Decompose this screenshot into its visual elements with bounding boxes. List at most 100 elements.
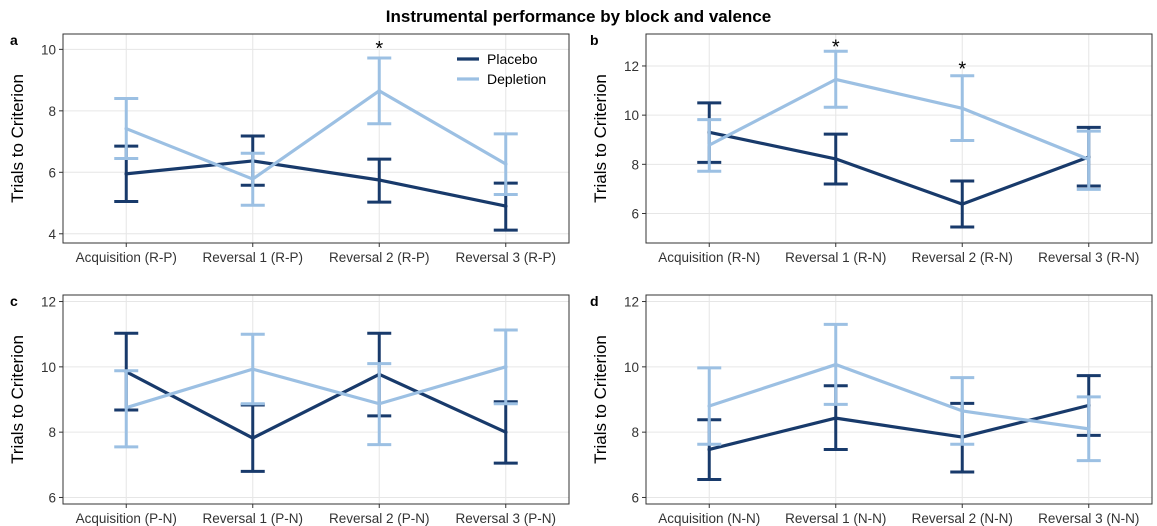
series-line [125,365,507,410]
x-tick-label: Acquisition (R-N) [658,250,760,265]
series-placebo [697,101,1101,229]
y-tick-label: 10 [624,108,639,123]
data-point [833,362,838,367]
panel-a: 4 6 8 10 Acquisition (R-P) Reversal 1 (R-P) Re… [8,32,570,265]
legend-item-placebo: Placebo [457,51,538,67]
error-bar [697,118,722,173]
series-line [125,370,507,440]
series-depletion [697,322,1101,463]
error-bar [950,74,975,142]
error-bar [367,56,392,126]
plot-frame [62,294,570,505]
panel-b: 6 8 10 12 Acquisition (R-N) Reversal 1 (R-N) R… [590,32,1153,265]
x-tick-label: Acquisition (P-N) [76,511,177,526]
figure-title: Instrumental performance by block and va… [386,7,771,26]
y-tick-label: 12 [624,59,639,74]
series-line [708,403,1090,452]
panel-c: 6 8 10 12 Acquisition (P-N) Reversal 1 (P-N) R… [8,293,570,526]
panel-d: 6 8 10 12 Acquisition (N-N) Reversal 1 (N-N) R… [590,293,1153,526]
series-placebo [114,331,518,473]
plot-frame [645,294,1153,505]
y-tick-label: 10 [624,360,639,375]
significance-star: * [832,36,840,58]
y-tick-label: 6 [631,206,639,221]
error-bar [240,332,265,406]
data-point [833,416,838,420]
x-tick-label: Reversal 1 (P-N) [202,511,303,526]
data-point [124,172,129,176]
data-point [503,365,508,369]
series-placebo [114,134,518,232]
x-tick-label: Reversal 2 (R-N) [912,250,1013,265]
x-tick-label: Reversal 2 (N-N) [912,511,1013,526]
y-tick-label: 6 [48,490,56,505]
error-bar [493,328,518,406]
error-bar [1076,129,1101,191]
error-bar [114,97,139,160]
x-tick-label: Reversal 1 (R-N) [785,250,886,265]
data-point [377,89,382,93]
data-point [250,436,255,440]
legend-label: Placebo [487,51,538,67]
data-point [707,447,712,452]
series-line [126,159,507,208]
data-point [960,409,965,413]
panel-label: c [10,293,18,309]
panel-label: b [590,32,599,48]
data-point [503,204,508,208]
legend-label: Depletion [487,71,546,87]
significance-star: * [958,59,966,81]
plot-frame [62,33,570,244]
y-tick-label: 12 [624,295,639,310]
data-point [833,157,838,161]
data-point [377,178,382,182]
plot-frame [645,33,1153,244]
error-bar [823,49,848,109]
panels: 4 6 8 10 Acquisition (R-P) Reversal 1 (R-P) Re… [8,32,1153,526]
error-bar [367,157,392,204]
legend-item-depletion: Depletion [457,71,546,87]
series-line [708,362,1089,431]
panel-label: d [590,293,599,309]
x-tick-label: Reversal 2 (R-P) [329,250,430,265]
data-point [124,405,129,410]
error-bar [240,151,265,207]
x-tick-label: Acquisition (R-P) [76,250,177,265]
series-depletion [114,56,518,207]
data-point [250,177,255,181]
series-line [125,89,507,181]
y-axis-label: Trials to Criterion [591,335,610,464]
y-tick-label: 8 [48,425,56,440]
gridlines [646,295,1152,504]
data-point [1086,427,1091,431]
x-tick-label: Reversal 2 (P-N) [329,511,430,526]
y-tick-label: 8 [631,157,639,172]
error-bar [823,132,848,186]
y-axis-label: Trials to Criterion [8,335,27,464]
y-tick-label: 10 [41,42,56,57]
data-point [833,77,838,82]
data-point [960,202,965,206]
error-bar [697,366,722,446]
data-point [250,367,255,371]
series-line [708,130,1090,206]
x-tick-label: Acquisition (N-N) [658,511,760,526]
error-bar [950,376,975,446]
x-tick-label: Reversal 3 (P-N) [455,511,556,526]
x-tick-label: Reversal 3 (R-P) [455,250,556,265]
x-tick-label: Reversal 3 (R-N) [1038,250,1139,265]
data-point [707,404,712,408]
y-tick-label: 4 [48,227,56,242]
series-depletion [697,49,1101,191]
y-tick-label: 8 [631,425,639,440]
y-tick-label: 12 [41,295,56,310]
error-bar [823,322,848,406]
data-point [503,430,508,434]
error-bar [240,403,265,473]
x-tick-label: Reversal 3 (N-N) [1038,511,1139,526]
error-bar [950,179,975,229]
data-point [1086,157,1091,162]
error-bar [493,132,518,196]
x-tick-label: Reversal 1 (N-N) [785,511,886,526]
